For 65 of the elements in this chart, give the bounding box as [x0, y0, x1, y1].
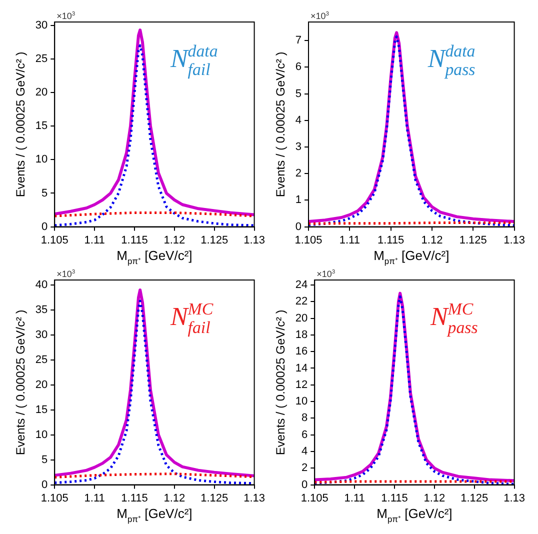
y-tick-label: 40: [35, 279, 48, 292]
x-tick-label: 1.12: [164, 234, 186, 246]
y-tick-label: 5: [42, 187, 48, 200]
x-tick-label: 1.105: [300, 492, 328, 504]
y-tick-label: 6: [302, 428, 308, 441]
y-tick-label: 8: [302, 412, 308, 424]
y-tick-label: 0: [302, 478, 308, 491]
y-tick-label: 25: [35, 354, 48, 366]
y-axis-title: Events / ( 0.00025 GeV/c² ): [274, 310, 288, 456]
x-tick-label: 1.12: [424, 492, 446, 504]
x-tick-label: 1.12: [164, 492, 186, 504]
x-tick-label: 1.13: [504, 492, 526, 504]
y-tick-label: 0: [295, 220, 302, 233]
y-tick-label: 4: [302, 446, 308, 458]
x-tick-label: 1.125: [459, 234, 487, 246]
y-tick-label: 20: [35, 86, 48, 99]
y-tick-label: 15: [35, 120, 48, 132]
x-tick-label: 1.125: [200, 492, 228, 504]
y-tick-label: 10: [35, 428, 48, 441]
y-tick-label: 24: [295, 279, 308, 292]
y-tick-label: 20: [35, 378, 48, 391]
x-tick-label: 1.12: [421, 234, 443, 246]
y-tick-label: 30: [35, 328, 48, 341]
y-tick-label: 1: [295, 194, 302, 206]
x-tick-label: 1.115: [121, 234, 148, 246]
y-tick-label: 12: [295, 378, 308, 391]
y-tick-label: 3: [295, 141, 302, 154]
x-tick-label: 1.13: [244, 234, 266, 246]
y-tick-label: 4: [295, 114, 302, 126]
x-tick-label: 1.115: [377, 234, 404, 246]
x-tick-label: 1.11: [84, 234, 105, 246]
y-tick-label: 0: [42, 478, 48, 491]
y-tick-label: 35: [35, 304, 48, 316]
x-tick-label: 1.115: [381, 492, 408, 504]
y-tick-label: 25: [35, 52, 48, 65]
x-tick-label: 1.13: [244, 492, 266, 504]
y-tick-label: 10: [35, 154, 48, 166]
y-tick-label: 20: [295, 312, 308, 324]
y-tick-label: 22: [295, 296, 308, 308]
y-axis-title: Events / ( 0.00025 GeV/c² ): [274, 52, 288, 198]
x-tick-label: 1.105: [294, 234, 322, 246]
y-tick-label: 0: [42, 220, 48, 233]
x-tick-label: 1.11: [344, 492, 365, 504]
y-tick-label: 18: [295, 328, 308, 341]
y-tick-label: 10: [295, 396, 308, 408]
y-tick-label: 2: [302, 462, 308, 474]
x-tick-label: 1.115: [121, 492, 148, 504]
y-axis-title: Events / ( 0.00025 GeV/c² ): [14, 310, 28, 456]
y-tick-label: 7: [295, 34, 302, 47]
x-tick-label: 1.11: [84, 492, 105, 504]
x-tick-label: 1.105: [40, 234, 68, 246]
y-tick-label: 2: [295, 168, 302, 180]
y-tick-label: 14: [295, 362, 308, 374]
y-axis-title: Events / ( 0.00025 GeV/c² ): [14, 52, 28, 198]
y-tick-label: 5: [42, 454, 48, 466]
x-tick-label: 1.125: [460, 492, 488, 504]
y-tick-label: 16: [295, 346, 308, 358]
y-tick-label: 5: [295, 88, 302, 100]
y-tick-label: 6: [295, 61, 302, 74]
x-tick-label: 1.125: [200, 234, 228, 246]
x-tick-label: 1.13: [504, 234, 526, 246]
y-tick-label: 15: [35, 404, 48, 416]
x-tick-label: 1.105: [40, 492, 68, 504]
x-tick-label: 1.11: [339, 234, 360, 246]
y-tick-label: 30: [35, 19, 48, 32]
